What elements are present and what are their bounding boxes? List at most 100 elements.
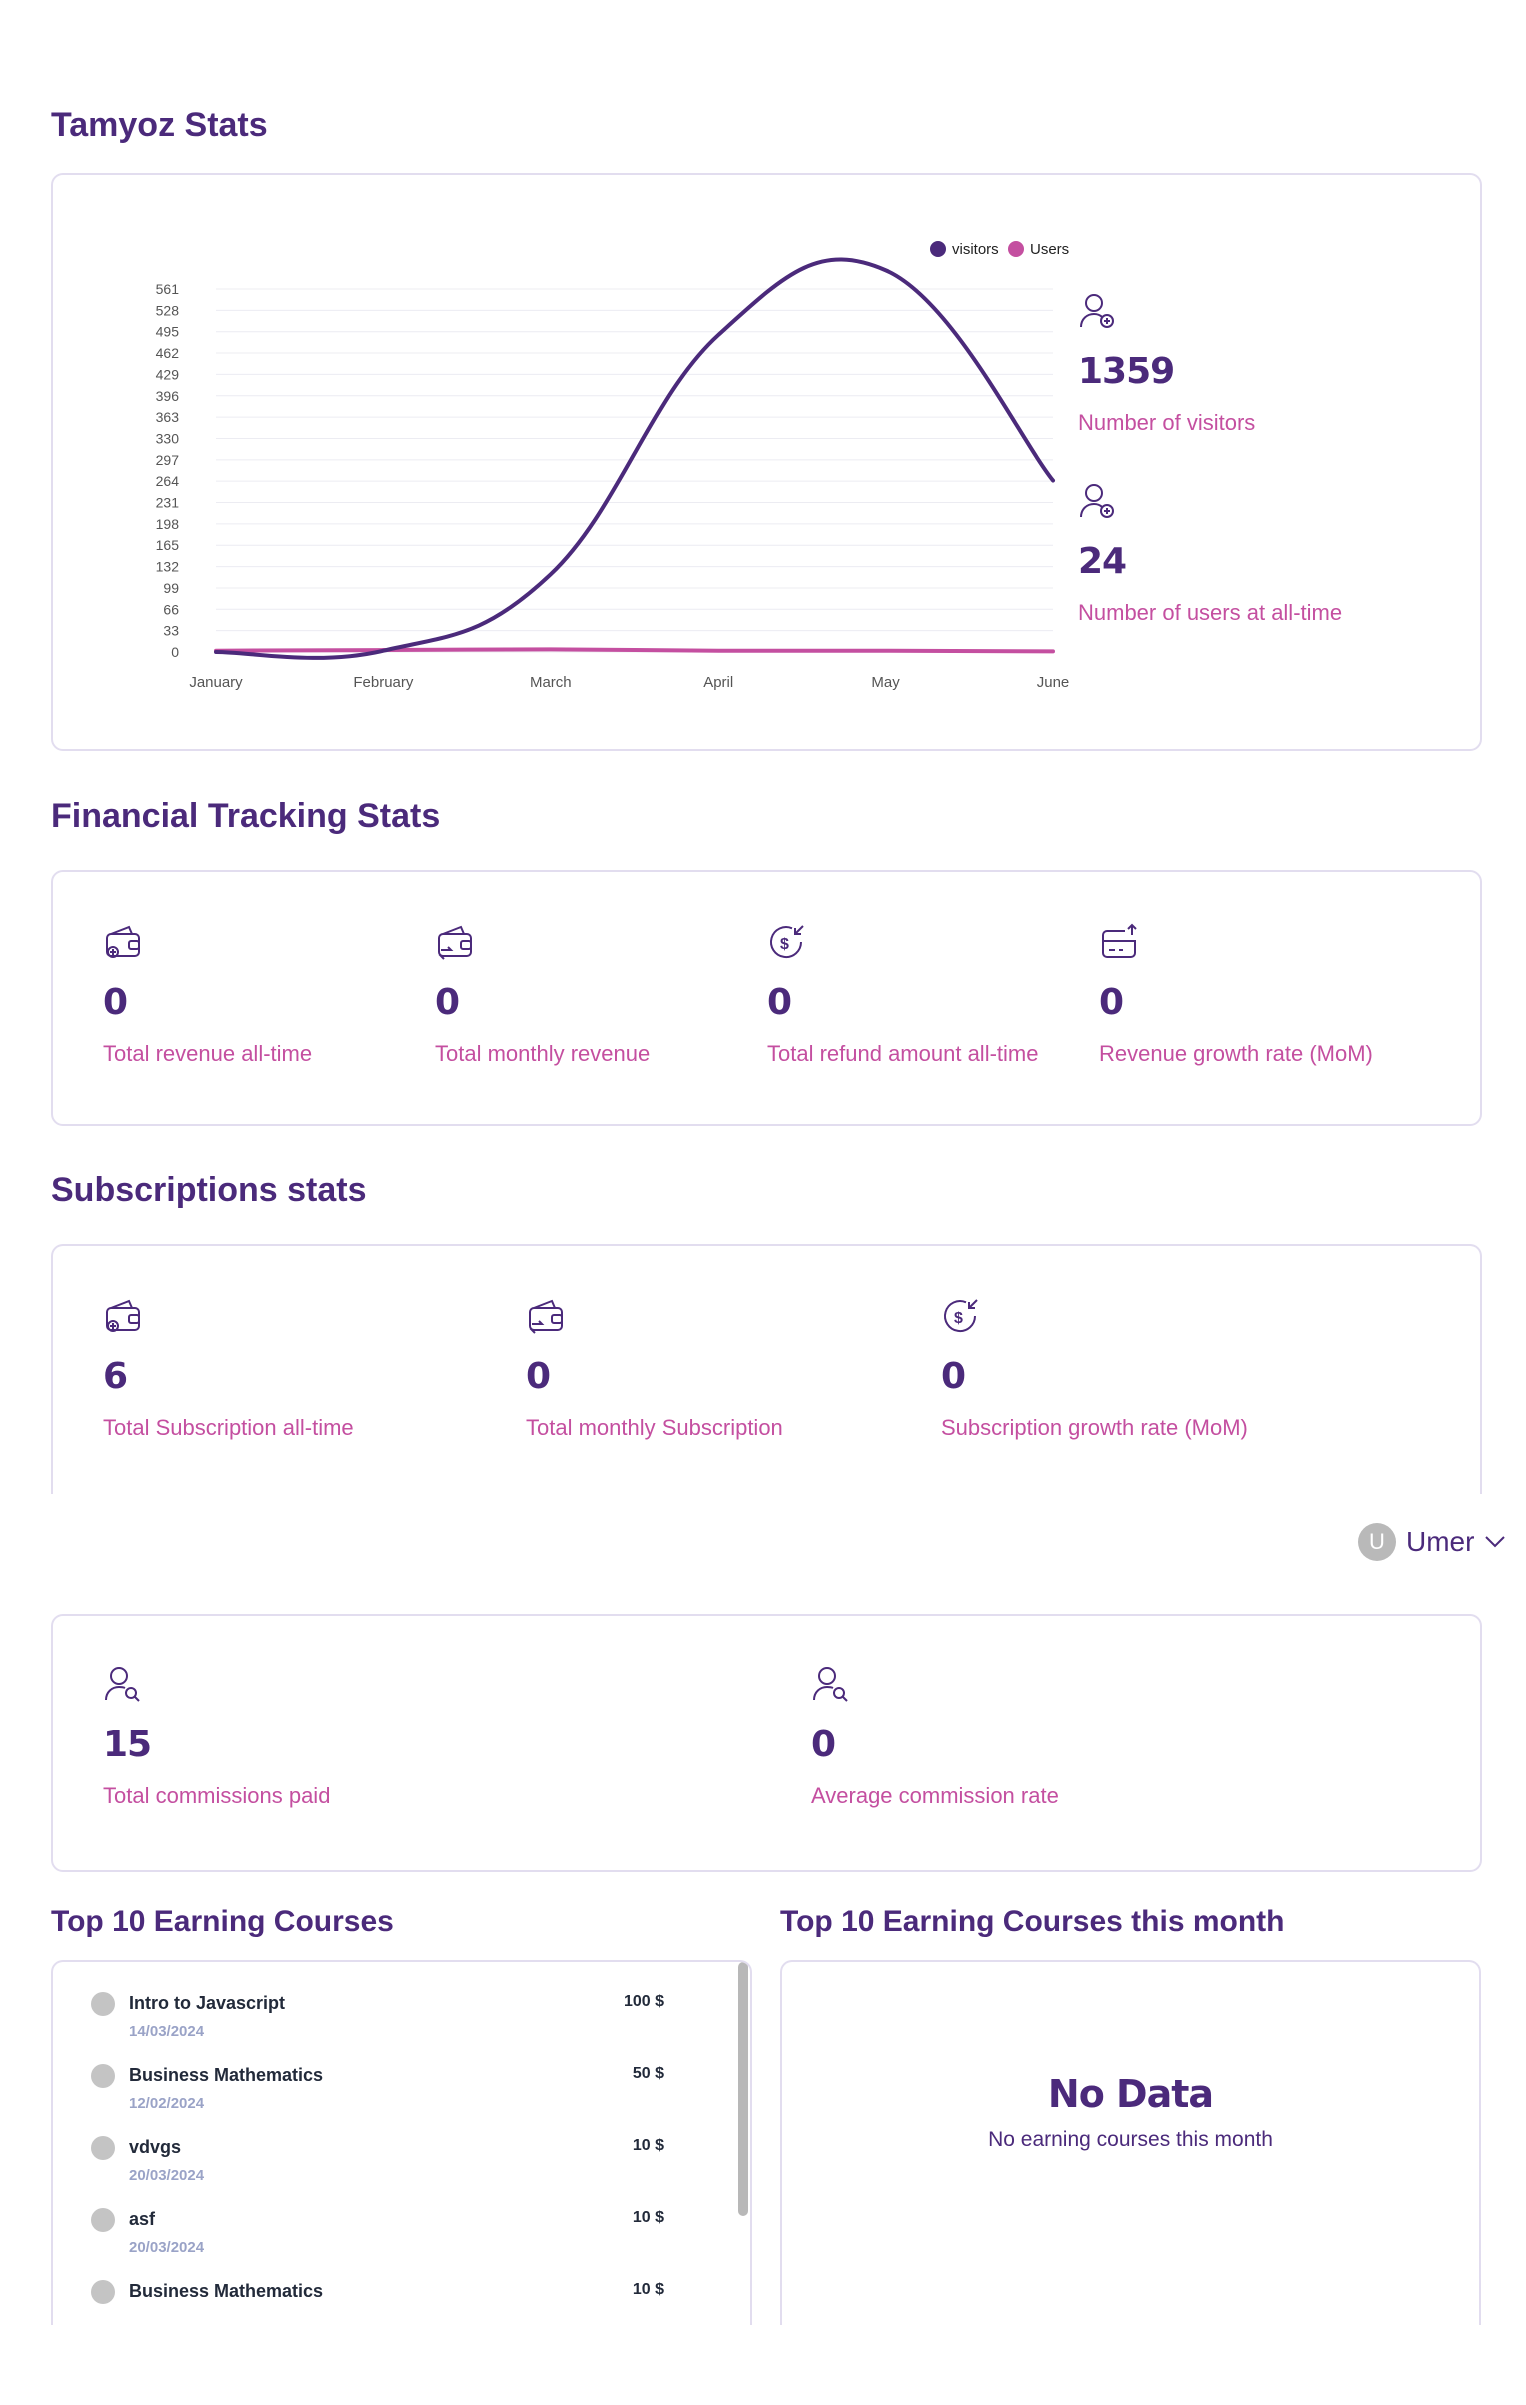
avatar[interactable]: U xyxy=(1358,1523,1396,1561)
average-commission-value: 0 xyxy=(811,1724,836,1765)
y-tick-label: 132 xyxy=(156,559,180,575)
course-name: Business Mathematics xyxy=(129,2281,324,2301)
financial-stats-card: 0 Total revenue all-time 0 Total monthly… xyxy=(51,870,1482,1126)
course-date: 20/03/2024 xyxy=(129,2239,205,2256)
total-subscription-label: Total Subscription all-time xyxy=(103,1415,354,1440)
course-date: 12/02/2024 xyxy=(129,2095,205,2112)
y-tick-label: 264 xyxy=(156,473,180,489)
dollar-refund-icon: $ xyxy=(944,1299,978,1333)
wallet-exchange-icon xyxy=(529,1299,563,1334)
user-menu[interactable]: U Umer xyxy=(1358,1520,1506,1564)
users-label: Number of users at all-time xyxy=(1078,600,1343,625)
avatar xyxy=(91,2280,115,2304)
legend-marker[interactable] xyxy=(1008,241,1024,257)
series-line-visitors xyxy=(214,257,1055,660)
user-plus-icon xyxy=(1080,294,1114,328)
visitors-users-line-chart: 0 33 66 99 132 165 198 231 264 297 330 363 396 429 462… xyxy=(156,241,1069,691)
course-amount: 10 $ xyxy=(632,2209,664,2226)
course-amount: 10 $ xyxy=(632,2137,664,2154)
refund-amount-stat: $ 0 Total refund amount all-time xyxy=(767,922,1038,1067)
total-revenue-stat: 0 Total revenue all-time xyxy=(103,922,312,1067)
users-count: 24 xyxy=(1078,541,1127,582)
y-tick-label: 363 xyxy=(156,409,180,425)
top-courses-title: Top 10 Earning Courses xyxy=(51,1905,394,1938)
y-tick-label: 528 xyxy=(156,302,180,318)
course-amount: 10 $ xyxy=(632,2281,664,2298)
total-subscription-stat: 6 Total Subscription all-time xyxy=(103,1296,354,1441)
tamyoz-stats-title: Tamyoz Stats xyxy=(51,106,268,144)
course-list: Intro to Javascript 100 $ 14/03/2024 Bus… xyxy=(53,1992,750,2325)
y-tick-label: 429 xyxy=(156,366,180,382)
total-revenue-label: Total revenue all-time xyxy=(103,1041,313,1066)
card-growth-icon xyxy=(1102,923,1137,958)
course-date: 20/03/2024 xyxy=(129,2167,205,2184)
y-tick-label: 165 xyxy=(156,537,180,553)
avatar xyxy=(91,2208,115,2232)
top-courses-month-title: Top 10 Earning Courses this month xyxy=(780,1905,1285,1938)
series-line-users xyxy=(214,647,1055,654)
x-tick-label: March xyxy=(530,674,572,691)
legend-label[interactable]: Users xyxy=(1030,241,1069,258)
course-name: Business Mathematics xyxy=(129,2065,324,2085)
course-name: asf xyxy=(129,2209,156,2229)
x-tick-label: May xyxy=(871,674,900,691)
avatar xyxy=(91,2064,115,2088)
commissions-paid-label: Total commissions paid xyxy=(103,1783,331,1808)
visitors-label: Number of visitors xyxy=(1078,410,1256,435)
revenue-growth-stat: 0 Revenue growth rate (MoM) xyxy=(1099,922,1373,1067)
visitors-count: 1359 xyxy=(1078,351,1175,392)
wallet-icon xyxy=(106,925,140,958)
subscriptions-stats-card: 6 Total Subscription all-time 0 Total mo… xyxy=(51,1244,1482,1494)
avatar xyxy=(91,1992,115,2016)
refund-amount-value: 0 xyxy=(767,982,792,1023)
monthly-subscription-value: 0 xyxy=(526,1356,551,1397)
y-tick-label: 396 xyxy=(156,388,180,404)
y-tick-label: 462 xyxy=(156,345,180,361)
course-amount: 50 $ xyxy=(632,2065,664,2082)
commissions-card: 15 Total commissions paid 0 Average comm… xyxy=(51,1614,1482,1872)
subscription-growth-label: Subscription growth rate (MoM) xyxy=(941,1415,1248,1440)
x-tick-label: January xyxy=(189,674,243,691)
y-tick-label: 33 xyxy=(163,623,179,639)
y-tick-label: 0 xyxy=(171,644,179,660)
y-tick-label: 198 xyxy=(156,516,180,532)
user-search-icon xyxy=(813,1667,848,1702)
user-search-icon xyxy=(105,1667,140,1702)
y-tick-label: 231 xyxy=(156,495,180,511)
revenue-growth-label: Revenue growth rate (MoM) xyxy=(1099,1041,1373,1066)
average-commission-stat: 0 Average commission rate xyxy=(811,1664,1059,1809)
legend-label[interactable]: visitors xyxy=(952,241,999,258)
empty-state-subtitle: No earning courses this month xyxy=(988,2128,1273,2151)
subscription-growth-stat: $ 0 Subscription growth rate (MoM) xyxy=(941,1296,1248,1441)
course-name: Intro to Javascript xyxy=(129,1993,286,2013)
legend-marker[interactable] xyxy=(930,241,946,257)
top-courses-card: Intro to Javascript 100 $ 14/03/2024 Bus… xyxy=(51,1960,752,2325)
wallet-icon xyxy=(106,1299,140,1332)
visitors-stat: 1359 Number of visitors xyxy=(1078,291,1255,436)
revenue-growth-value: 0 xyxy=(1099,982,1124,1023)
top-courses-month-card: No Data No earning courses this month xyxy=(780,1960,1481,2325)
financial-stats-title: Financial Tracking Stats xyxy=(51,797,441,835)
y-tick-label: 297 xyxy=(156,452,180,468)
x-tick-label: February xyxy=(353,674,414,691)
subscription-growth-value: 0 xyxy=(941,1356,966,1397)
subscriptions-stats-title: Subscriptions stats xyxy=(51,1171,367,1209)
monthly-revenue-value: 0 xyxy=(435,982,460,1023)
users-stat: 24 Number of users at all-time xyxy=(1078,481,1342,626)
wallet-exchange-icon xyxy=(438,925,472,960)
commissions-paid-value: 15 xyxy=(103,1724,152,1765)
dollar-refund-icon: $ xyxy=(770,925,804,959)
tamyoz-stats-card: 0 33 66 99 132 165 198 231 264 297 330 363 396 429 462… xyxy=(51,173,1482,751)
svg-text:$: $ xyxy=(780,936,789,953)
course-amount: 100 $ xyxy=(623,1993,664,2010)
user-plus-icon xyxy=(1080,484,1114,518)
scrollbar[interactable] xyxy=(738,1962,748,2216)
monthly-subscription-stat: 0 Total monthly Subscription xyxy=(526,1296,783,1441)
svg-text:$: $ xyxy=(954,1310,963,1327)
y-tick-label: 561 xyxy=(156,281,180,297)
x-tick-label: April xyxy=(703,674,733,691)
user-name[interactable]: Umer xyxy=(1406,1526,1475,1557)
chevron-down-icon[interactable] xyxy=(1484,1535,1506,1549)
monthly-revenue-stat: 0 Total monthly revenue xyxy=(435,922,650,1067)
y-tick-label: 330 xyxy=(156,430,180,446)
